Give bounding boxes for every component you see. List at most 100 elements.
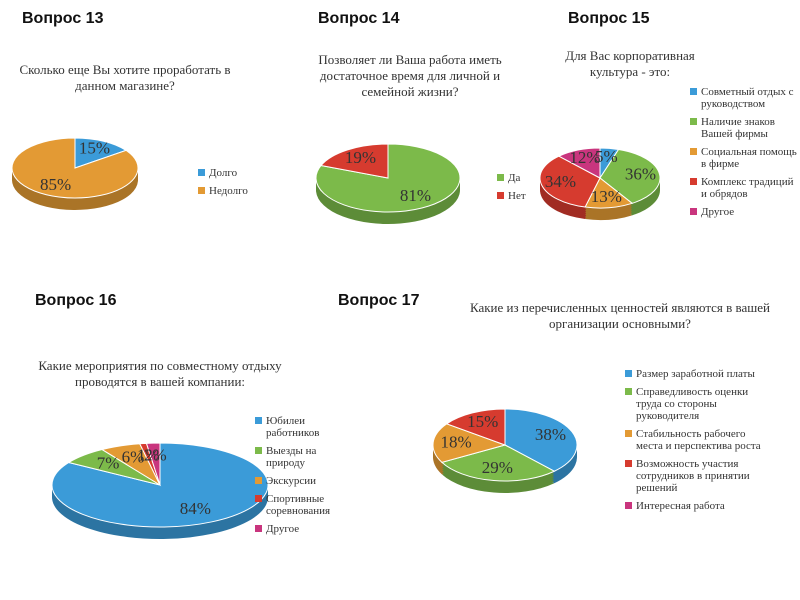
legend-swatch <box>255 447 262 454</box>
data-label: 12% <box>569 148 600 167</box>
legend-label: Долго <box>209 167 238 179</box>
legend-swatch <box>690 178 697 185</box>
data-label: 1% <box>137 446 160 465</box>
legend: Юбилеи работников Выезды на природу Экскур… <box>255 415 355 535</box>
legend: Долго Недолго <box>198 167 288 197</box>
legend-item: Недолго <box>198 185 288 197</box>
legend-item: Другое <box>690 206 800 218</box>
legend-item: Экскурсии <box>255 475 355 487</box>
pie-slice <box>74 137 128 169</box>
data-label: 13% <box>591 187 622 206</box>
data-label: 19% <box>345 148 376 167</box>
legend-label: Совметный отдых с руководством <box>701 86 794 110</box>
legend-swatch <box>255 525 262 532</box>
legend-swatch <box>497 192 504 199</box>
data-label: 15% <box>467 412 498 431</box>
data-label: 5% <box>595 147 618 166</box>
data-label: 18% <box>441 432 472 451</box>
legend-label: Да <box>508 172 521 184</box>
legend-label: Другое <box>701 206 735 218</box>
legend-label: Интересная работа <box>636 500 725 512</box>
legend-label: Возможность участия сотрудников в принят… <box>636 458 750 494</box>
chart-heading: Вопрос 17 <box>338 292 420 309</box>
pie-slice <box>320 143 389 179</box>
chart-title: Сколько еще Вы хотите проработать в данн… <box>19 62 231 93</box>
legend-swatch <box>198 169 205 176</box>
chart-title: Какие мероприятия по совместному отдыху … <box>38 358 282 389</box>
legend-label: Нет <box>508 190 526 202</box>
legend-swatch <box>255 495 262 502</box>
legend-swatch <box>625 502 632 509</box>
legend-label: Размер заработной платы <box>636 368 755 380</box>
legend-swatch <box>690 208 697 215</box>
legend-label: Юбилеи работников <box>266 415 320 439</box>
legend-item: Нет <box>497 190 557 202</box>
data-label: 29% <box>482 458 513 477</box>
data-label: 38% <box>535 425 566 444</box>
legend: Размер заработной платы Справедливость оц… <box>625 368 775 512</box>
legend-item: Комплекс традиций и обрядов <box>690 176 800 200</box>
pie-slice <box>432 423 507 463</box>
legend-swatch <box>255 417 262 424</box>
data-label: 2% <box>144 445 167 464</box>
legend-label: Стабильность рабочего места и перспектив… <box>636 428 761 452</box>
legend: Да Нет <box>497 172 557 202</box>
legend-label: Недолго <box>209 185 248 197</box>
chart-heading: Вопрос 14 <box>318 10 400 27</box>
pie-slice <box>440 444 556 482</box>
legend-swatch <box>198 187 205 194</box>
legend-item: Совметный отдых с руководством <box>690 86 800 110</box>
chart-title: Для Вас корпоративная культура - это: <box>565 48 695 79</box>
legend-swatch <box>690 118 697 125</box>
pie-slice <box>11 137 139 199</box>
legend-label: Другое <box>266 523 300 535</box>
legend-label: Выезды на природу <box>266 445 317 469</box>
legend-label: Справедливость оценки труда со стороны р… <box>636 386 749 422</box>
legend-item: Возможность участия сотрудников в принят… <box>625 458 775 494</box>
legend-item: Стабильность рабочего места и перспектив… <box>625 428 775 452</box>
data-label: 7% <box>97 454 120 473</box>
chart-title: Позволяет ли Ваша работа иметь достаточн… <box>318 52 502 99</box>
chart-heading: Вопрос 15 <box>568 10 650 27</box>
legend-item: Справедливость оценки труда со стороны р… <box>625 386 775 422</box>
legend-label: Наличие знаков Вашей фирмы <box>701 116 775 140</box>
legend: Совметный отдых с руководством Наличие зн… <box>690 86 800 218</box>
data-label: 84% <box>180 499 211 518</box>
legend-item: Да <box>497 172 557 184</box>
chart-heading: Вопрос 16 <box>35 292 117 309</box>
legend-item: Интересная работа <box>625 500 775 512</box>
legend-label: Спортивные соревнования <box>266 493 331 517</box>
legend-item: Социальная помощь в фирме <box>690 146 800 170</box>
data-label: 15% <box>79 139 110 158</box>
legend-item: Юбилеи работников <box>255 415 355 439</box>
pie-slice <box>445 408 506 446</box>
pie-slice <box>557 147 601 179</box>
legend-swatch <box>625 460 632 467</box>
legend-swatch <box>690 148 697 155</box>
legend-label: Социальная помощь в фирме <box>701 146 797 170</box>
chart-title: Какие из перечисленных ценностей являютс… <box>469 300 771 331</box>
data-label: 34% <box>545 172 576 191</box>
chart-heading: Вопрос 13 <box>22 10 104 27</box>
legend-label: Экскурсии <box>266 475 317 487</box>
legend-item: Спортивные соревнования <box>255 493 355 517</box>
data-label: 6% <box>122 447 145 466</box>
data-label: 36% <box>625 164 656 183</box>
legend-item: Долго <box>198 167 288 179</box>
pie-slice <box>145 442 161 486</box>
legend-item: Наличие знаков Вашей фирмы <box>690 116 800 140</box>
legend-label: Комплекс традиций и обрядов <box>701 176 794 200</box>
pie-slice <box>504 408 578 472</box>
legend-swatch <box>625 430 632 437</box>
legend-item: Выезды на природу <box>255 445 355 469</box>
legend-swatch <box>255 477 262 484</box>
pie-slice <box>51 442 269 528</box>
legend-item: Размер заработной платы <box>625 368 775 380</box>
legend-item: Другое <box>255 523 355 535</box>
legend-swatch <box>625 370 632 377</box>
legend-swatch <box>497 174 504 181</box>
data-label: 85% <box>40 175 71 194</box>
legend-swatch <box>690 88 697 95</box>
